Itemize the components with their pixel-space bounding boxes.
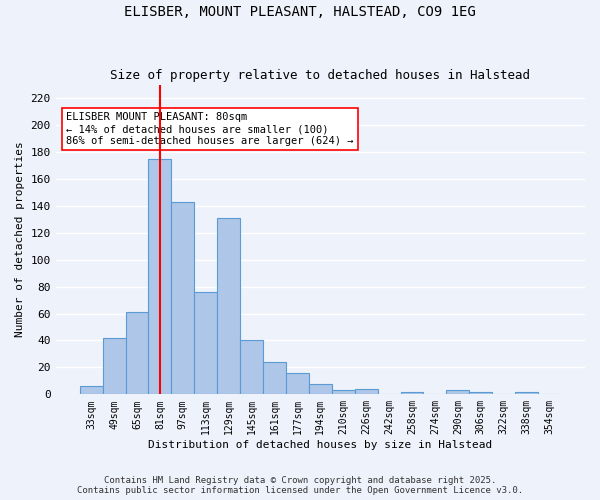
- Bar: [332, 390, 355, 394]
- Bar: [263, 362, 286, 394]
- Bar: [286, 373, 309, 394]
- Bar: [103, 338, 125, 394]
- Bar: [125, 312, 148, 394]
- Bar: [469, 392, 492, 394]
- Text: ELISBER, MOUNT PLEASANT, HALSTEAD, CO9 1EG: ELISBER, MOUNT PLEASANT, HALSTEAD, CO9 1…: [124, 5, 476, 19]
- Bar: [80, 386, 103, 394]
- Bar: [240, 340, 263, 394]
- Bar: [309, 384, 332, 394]
- Bar: [194, 292, 217, 394]
- Bar: [217, 218, 240, 394]
- Bar: [148, 158, 172, 394]
- Text: ELISBER MOUNT PLEASANT: 80sqm
← 14% of detached houses are smaller (100)
86% of : ELISBER MOUNT PLEASANT: 80sqm ← 14% of d…: [66, 112, 354, 146]
- Text: Contains HM Land Registry data © Crown copyright and database right 2025.
Contai: Contains HM Land Registry data © Crown c…: [77, 476, 523, 495]
- Bar: [401, 392, 424, 394]
- Bar: [172, 202, 194, 394]
- X-axis label: Distribution of detached houses by size in Halstead: Distribution of detached houses by size …: [148, 440, 493, 450]
- Title: Size of property relative to detached houses in Halstead: Size of property relative to detached ho…: [110, 69, 530, 82]
- Y-axis label: Number of detached properties: Number of detached properties: [15, 142, 25, 338]
- Bar: [355, 389, 377, 394]
- Bar: [515, 392, 538, 394]
- Bar: [446, 390, 469, 394]
